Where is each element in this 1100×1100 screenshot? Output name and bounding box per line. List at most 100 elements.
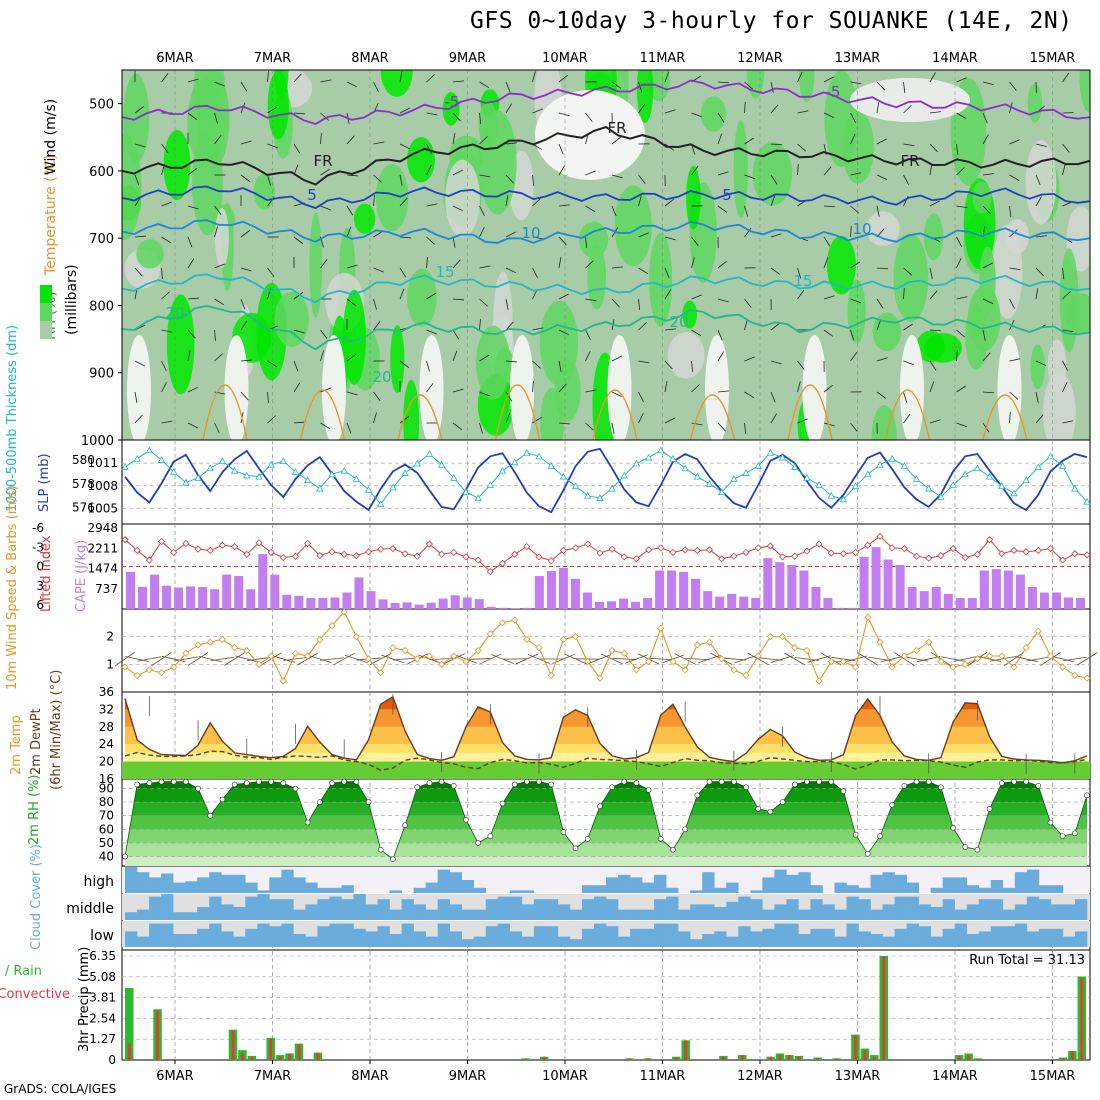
- wind-barb: [505, 412, 511, 424]
- lifted-point: [1034, 546, 1042, 555]
- wind-speed-point: [474, 646, 482, 655]
- wind-barb: [823, 329, 834, 337]
- rh-point: [292, 785, 299, 792]
- cape-bar: [402, 602, 412, 609]
- wind-barb: [214, 422, 220, 434]
- lifted-point: [949, 544, 957, 553]
- wind-barb: [770, 195, 776, 207]
- cloud-bar-high: [473, 887, 487, 893]
- cape-bar: [799, 570, 809, 609]
- wind-speed-point: [827, 658, 835, 666]
- dewpoint-line: [124, 750, 1088, 772]
- cloud-bar-high: [425, 882, 438, 893]
- cloud-bar-middle: [846, 896, 859, 920]
- cloud-bar-high: [293, 877, 306, 893]
- wind-barb: [161, 143, 169, 154]
- precip-conv-bar: [250, 1056, 254, 1060]
- cloud-bar-middle: [497, 896, 511, 920]
- wind-barb-10m: [1026, 656, 1051, 662]
- wind-barb: [1009, 81, 1017, 91]
- wind-barb-10m: [283, 657, 308, 661]
- wind-barb: [850, 351, 858, 362]
- wind-barb: [161, 420, 173, 424]
- cloud-bar-low: [173, 934, 186, 947]
- wind-barb: [187, 422, 198, 429]
- cape-bar: [919, 591, 929, 609]
- thickness-tick: 580: [72, 453, 95, 467]
- cloud-bar-middle: [173, 912, 186, 920]
- cloud-bar-high: [389, 890, 402, 893]
- cloud-bar-middle: [185, 912, 198, 920]
- lifted-point: [377, 545, 385, 553]
- rh-point: [560, 829, 567, 835]
- wind-barb: [903, 391, 908, 403]
- wind-barb: [903, 287, 905, 300]
- cloud-bar-low: [353, 928, 366, 947]
- wind-barb: [1062, 291, 1071, 300]
- wind-barb: [1035, 235, 1047, 238]
- cloud-bar-middle: [654, 899, 667, 920]
- wind-barb-10m: [916, 655, 941, 663]
- wind-barb: [850, 81, 862, 85]
- wind-barb: [956, 205, 968, 209]
- wind-barb: [267, 267, 275, 278]
- thickness-point: [876, 460, 884, 468]
- dry-region: [850, 78, 970, 122]
- cloud-bar-middle: [593, 896, 607, 920]
- cloud-bar-low: [810, 928, 823, 947]
- wind-barb: [399, 267, 407, 278]
- wind-barb-10m: [187, 652, 209, 666]
- wind-speed-point: [328, 622, 336, 630]
- slp-label: SLP (mb): [37, 453, 52, 512]
- rh-point: [925, 778, 932, 785]
- wind-barb-10m: [1014, 655, 1038, 663]
- contour-label-15: 15: [793, 272, 812, 290]
- wind-barb: [876, 102, 880, 114]
- rh-point: [268, 778, 274, 785]
- wind-speed-point: [170, 663, 178, 671]
- cloud-label: Cloud Cover (%): [29, 844, 44, 950]
- cloud-bar-high: [593, 885, 607, 893]
- precip-conv-bar: [542, 1056, 546, 1060]
- wind-barb: [399, 107, 410, 114]
- wind-barb: [240, 81, 248, 92]
- lifted-point: [608, 545, 616, 553]
- rh-point: [304, 819, 311, 826]
- rh-point: [706, 778, 713, 785]
- cloud-bar-middle: [485, 899, 499, 920]
- wind-barb: [479, 298, 488, 307]
- wind-barb: [797, 267, 802, 279]
- wind-barb: [982, 112, 988, 124]
- rh-point: [584, 836, 591, 842]
- precip-axis-label: 3hr Precip (mm): [77, 947, 92, 1052]
- wind-barb: [691, 257, 695, 269]
- wind-speed-point: [352, 633, 360, 641]
- cape-bar: [258, 554, 268, 609]
- x-tick-bottom: 6MAR: [156, 1069, 193, 1084]
- wind-barb: [744, 298, 752, 308]
- precip-conv-bar: [722, 1056, 725, 1060]
- wind-speed-point: [535, 644, 543, 652]
- wind-barb: [956, 112, 967, 119]
- thickness-point: [937, 493, 945, 500]
- wind-barb: [240, 140, 252, 145]
- rh-point: [183, 778, 189, 785]
- wind-barb: [187, 386, 199, 393]
- cape-bar: [1003, 570, 1013, 609]
- wind-barb: [876, 357, 888, 362]
- wind-barb: [187, 297, 199, 300]
- wind-barb: [585, 422, 594, 431]
- dry-plume: [322, 335, 346, 440]
- precip-conv-bar: [797, 1056, 801, 1060]
- rh-point: [828, 778, 835, 785]
- wind-barb: [240, 359, 252, 362]
- cloud-bar-high: [437, 869, 450, 893]
- rh-point: [938, 784, 944, 790]
- wind-speed-point: [1034, 627, 1042, 635]
- wind-barb: [373, 267, 384, 273]
- wind-barb-10m: [198, 655, 222, 663]
- rh-point: [122, 853, 128, 860]
- wind-speed-point: [157, 669, 166, 677]
- precip-conv-bar: [684, 1040, 688, 1060]
- lifted-point: [571, 544, 580, 552]
